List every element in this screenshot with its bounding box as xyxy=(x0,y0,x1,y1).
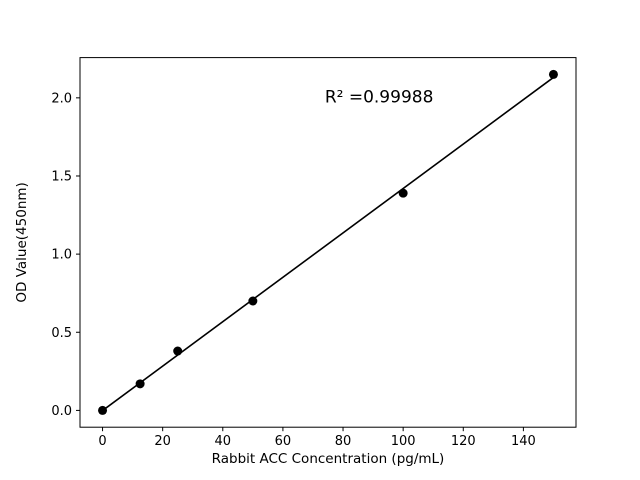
plot-border xyxy=(79,57,577,428)
x-tick-label: 100 xyxy=(391,434,416,449)
x-tick-label: 60 xyxy=(275,434,292,449)
y-tick-label: 0.5 xyxy=(51,326,72,341)
data-point xyxy=(398,188,408,198)
fit-line xyxy=(102,76,554,412)
data-point xyxy=(548,69,558,79)
data-point xyxy=(248,296,258,306)
y-tick-label: 0.0 xyxy=(51,404,72,419)
y-axis-label: OD Value(450nm) xyxy=(14,182,30,302)
data-point xyxy=(173,346,183,356)
data-point xyxy=(98,405,108,415)
x-tick-label: 80 xyxy=(335,434,352,449)
x-tick-label: 20 xyxy=(154,434,171,449)
x-tick-label: 40 xyxy=(215,434,232,449)
y-tick-label: 1.0 xyxy=(51,248,72,263)
x-tick-label: 120 xyxy=(451,434,476,449)
data-point xyxy=(135,379,145,389)
x-tick-label: 0 xyxy=(98,434,106,449)
y-tick-label: 2.0 xyxy=(51,91,72,106)
r-squared-annotation: R² =0.99988 xyxy=(325,88,434,108)
x-axis-label: Rabbit ACC Concentration (pg/mL) xyxy=(212,451,445,467)
x-tick-label: 140 xyxy=(511,434,536,449)
y-tick-label: 1.5 xyxy=(51,169,72,184)
